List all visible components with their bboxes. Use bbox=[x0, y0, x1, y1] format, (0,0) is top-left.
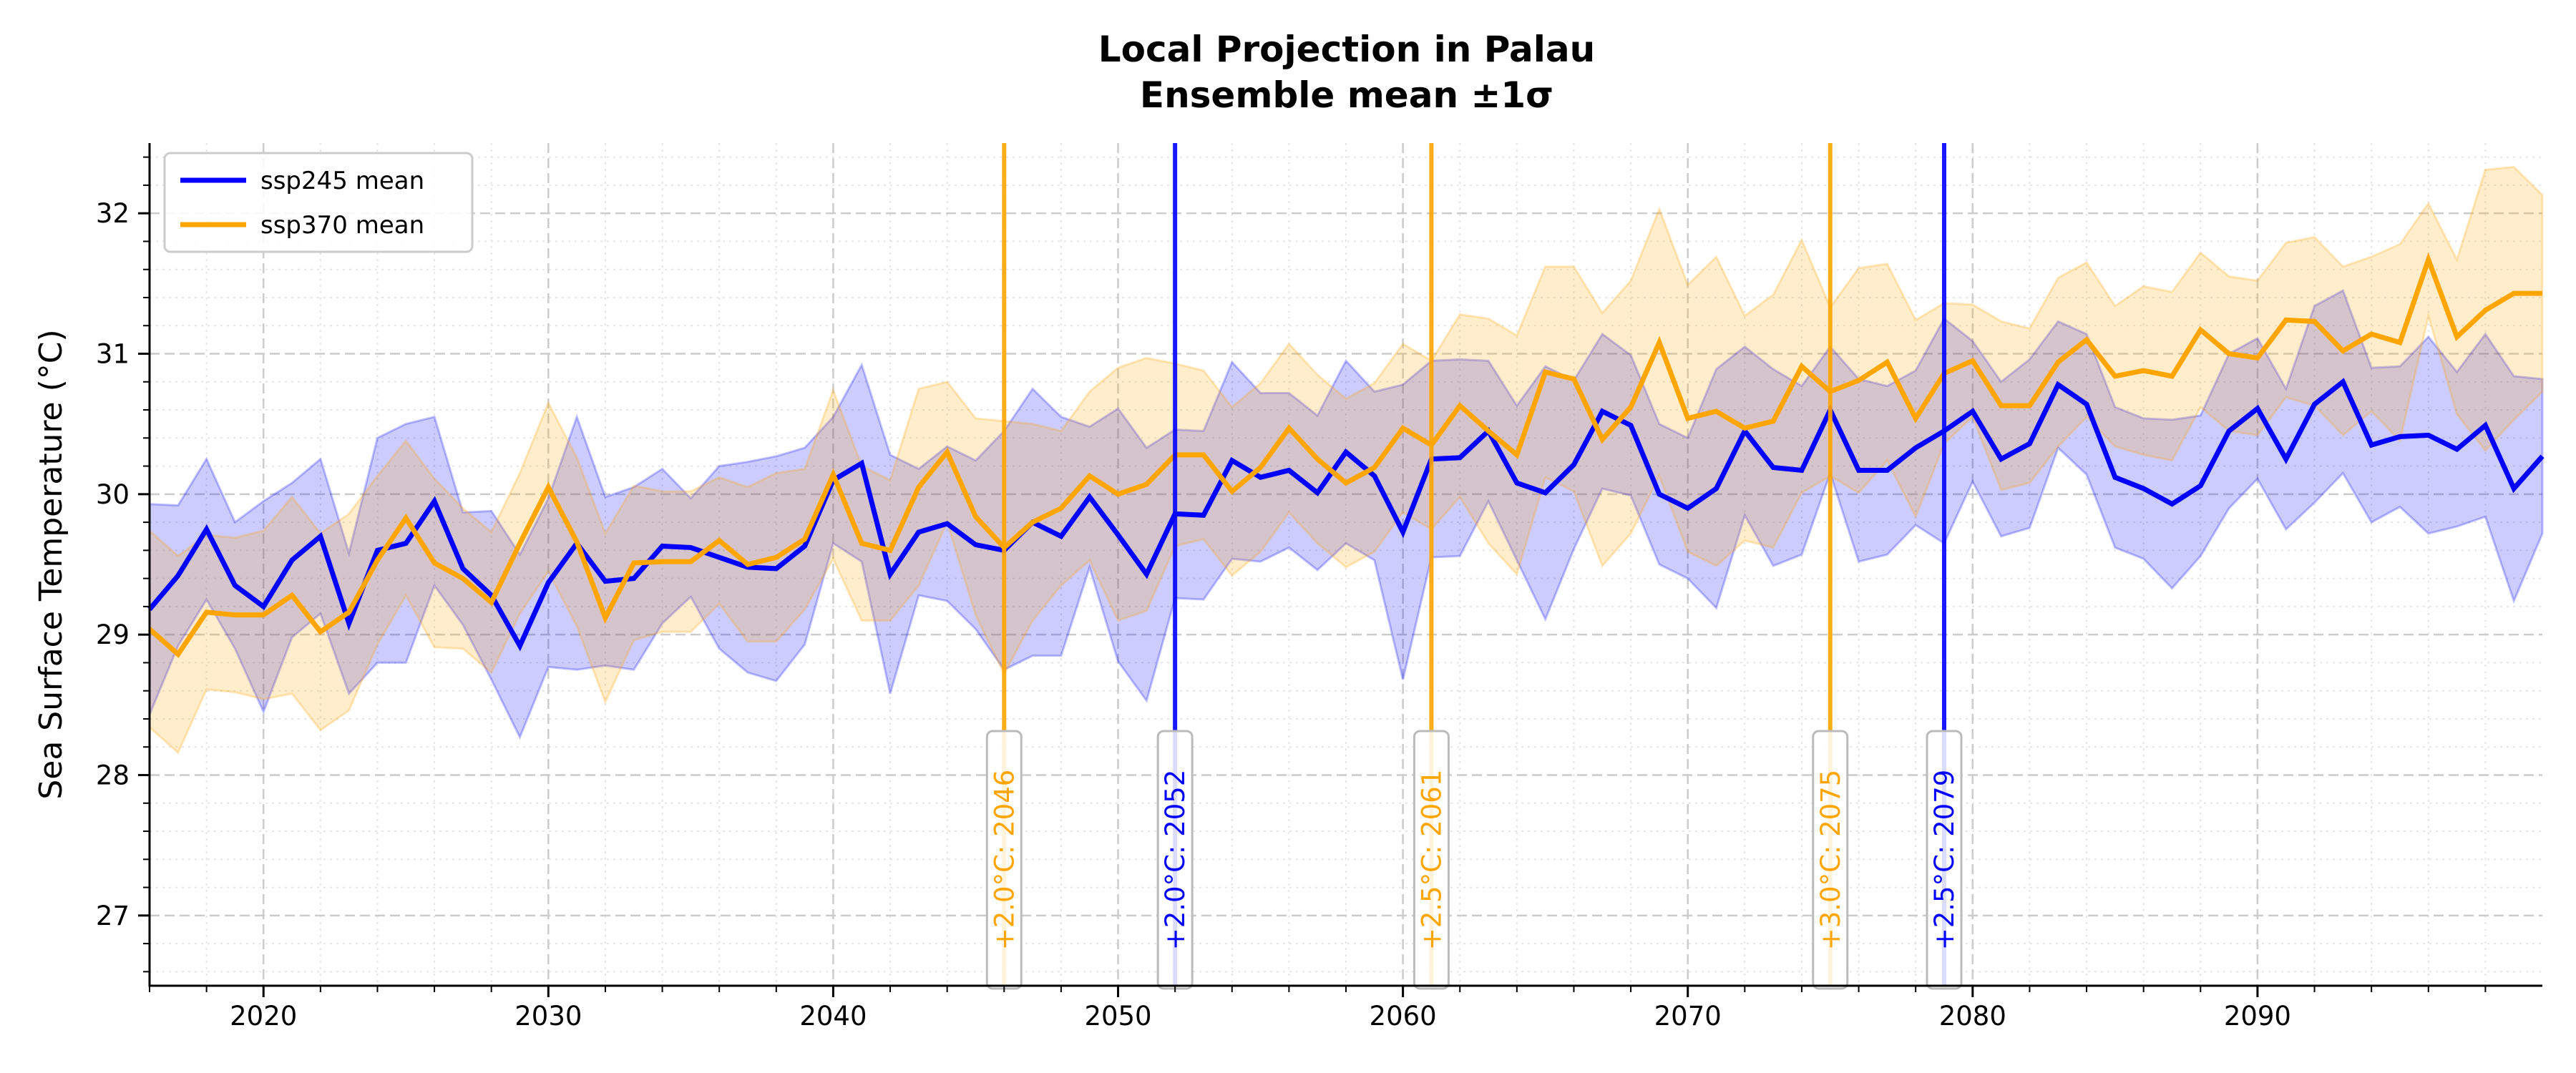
mean-lines bbox=[147, 252, 2545, 658]
x-tick-label: 2070 bbox=[1654, 1001, 1722, 1032]
threshold-markers: +2.0°C: 2046 +2.0°C: 2052 +2.5°C: 2061 +3.0… bbox=[985, 143, 1963, 990]
threshold-label: +2.5°C: 2079 bbox=[1929, 770, 1960, 951]
chart-title: Local Projection in Palau bbox=[1098, 29, 1596, 70]
legend: ssp245 mean ssp370 mean bbox=[163, 152, 474, 253]
x-tick-label: 2040 bbox=[799, 1001, 867, 1032]
x-tick-label: 2080 bbox=[1939, 1001, 2006, 1032]
ssp370-mean-line bbox=[147, 252, 2542, 658]
x-tick-label: 2020 bbox=[230, 1001, 297, 1032]
y-tick-label: 28 bbox=[96, 760, 130, 791]
threshold-label: +2.0°C: 2052 bbox=[1160, 770, 1191, 951]
x-tick-label: 2060 bbox=[1370, 1001, 1437, 1032]
y-tick-label: 30 bbox=[96, 479, 130, 510]
grid bbox=[149, 143, 2542, 986]
y-tick-label: 29 bbox=[96, 619, 130, 650]
threshold-label: +2.5°C: 2061 bbox=[1416, 770, 1447, 951]
threshold-label-box bbox=[1413, 730, 1450, 990]
threshold-label: +3.0°C: 2075 bbox=[1815, 770, 1846, 951]
y-axis-label: Sea Surface Temperature (°C) bbox=[33, 329, 69, 799]
threshold-label-box bbox=[1812, 730, 1849, 990]
x-tick-label: 2030 bbox=[514, 1001, 582, 1032]
legend-label-ssp245: ssp245 mean bbox=[260, 167, 424, 195]
legend-label-ssp370: ssp370 mean bbox=[260, 211, 424, 240]
y-tick-label: 27 bbox=[96, 901, 130, 931]
axes: 2020 2030 2040 2050 2060 2070 2080 2090 27 28 29 30… bbox=[96, 143, 2542, 1032]
y-tick-label: 32 bbox=[96, 198, 130, 229]
chart-subtitle: Ensemble mean ±1σ bbox=[1140, 74, 1553, 116]
x-tick-label: 2090 bbox=[2224, 1001, 2291, 1032]
x-tick-label: 2050 bbox=[1084, 1001, 1151, 1032]
ssp245-mean-line bbox=[147, 378, 2545, 652]
y-tick-label: 31 bbox=[96, 339, 130, 370]
threshold-label-box bbox=[1926, 730, 1963, 990]
threshold-label: +2.0°C: 2046 bbox=[989, 770, 1020, 951]
